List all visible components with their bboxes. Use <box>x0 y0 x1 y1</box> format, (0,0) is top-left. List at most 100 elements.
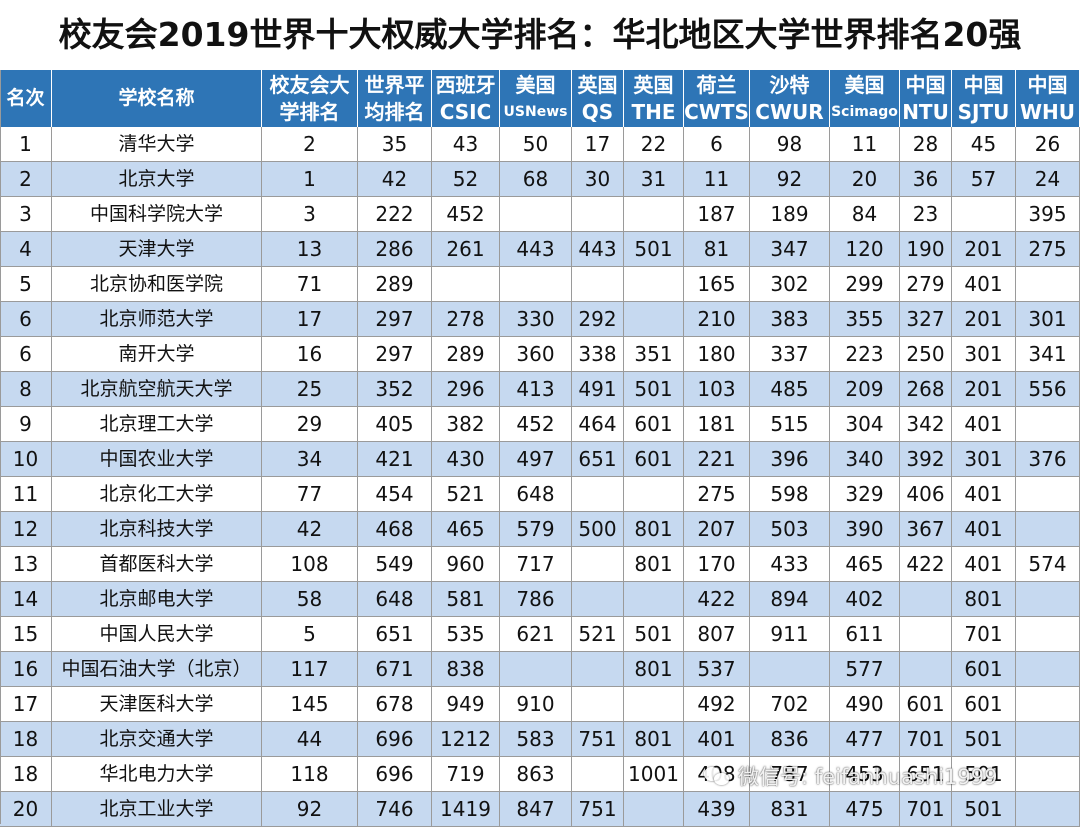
table-row: 5 北京协和医学院 71 289 165 302 299 279 401 <box>0 267 1080 302</box>
cell-csic: 838 <box>432 652 500 686</box>
cell-cuaa: 17 <box>262 302 358 336</box>
cell-whu <box>1016 687 1080 721</box>
cell-whu <box>1016 757 1080 791</box>
cell-csic: 719 <box>432 757 500 791</box>
cell-cuaa: 44 <box>262 722 358 756</box>
cell-qs <box>572 652 624 686</box>
cell-school: 北京邮电大学 <box>52 582 262 616</box>
cell-usnews: 443 <box>500 232 572 266</box>
cell-school: 北京化工大学 <box>52 477 262 511</box>
cell-cuaa: 108 <box>262 547 358 581</box>
cell-avg: 671 <box>358 652 432 686</box>
cell-ntu: 701 <box>900 792 952 826</box>
table-row: 12 北京科技大学 42 468 465 579 500 801 207 503 390 367 401 <box>0 512 1080 547</box>
cell-whu <box>1016 582 1080 616</box>
cell-the: 22 <box>624 127 684 161</box>
cell-cwts: 401 <box>684 722 750 756</box>
ranking-table: 名次 学校名称 校友会大 学排名 世界平 均排名 西班牙 CSIC 美国 USNews 英国 QS 英国… <box>0 70 1080 827</box>
cell-cuaa: 3 <box>262 197 358 231</box>
header-the-line2: THE <box>631 99 676 124</box>
cell-avg: 696 <box>358 722 432 756</box>
cell-cwur: 787 <box>750 757 830 791</box>
cell-cwur: 433 <box>750 547 830 581</box>
cell-qs <box>572 267 624 301</box>
header-ntu-line2: NTU <box>902 99 949 124</box>
cell-cuaa: 1 <box>262 162 358 196</box>
cell-the: 31 <box>624 162 684 196</box>
cell-ntu <box>900 652 952 686</box>
cell-ntu: 279 <box>900 267 952 301</box>
cell-avg: 405 <box>358 407 432 441</box>
cell-usnews: 648 <box>500 477 572 511</box>
cell-cwur: 383 <box>750 302 830 336</box>
header-cwur-line1: 沙特 <box>769 72 810 97</box>
cell-whu <box>1016 407 1080 441</box>
header-sjtu: 中国 SJTU <box>952 70 1016 127</box>
cell-rank: 3 <box>0 197 52 231</box>
cell-scimago: 223 <box>830 337 900 371</box>
cell-the <box>624 477 684 511</box>
cell-the: 601 <box>624 407 684 441</box>
cell-cwur: 831 <box>750 792 830 826</box>
cell-csic: 1212 <box>432 722 500 756</box>
cell-ntu: 342 <box>900 407 952 441</box>
cell-ntu: 392 <box>900 442 952 476</box>
cell-cwur: 911 <box>750 617 830 651</box>
cell-scimago: 340 <box>830 442 900 476</box>
table-row: 11 北京化工大学 77 454 521 648 275 598 329 406 401 <box>0 477 1080 512</box>
cell-ntu <box>900 582 952 616</box>
cell-usnews: 50 <box>500 127 572 161</box>
cell-whu <box>1016 722 1080 756</box>
wechat-watermark: 微信号: feifanhuashi1999 <box>704 758 998 794</box>
cell-usnews: 68 <box>500 162 572 196</box>
cell-cwts: 210 <box>684 302 750 336</box>
cell-sjtu: 201 <box>952 302 1016 336</box>
cell-the <box>624 792 684 826</box>
cell-cwts: 11 <box>684 162 750 196</box>
cell-ntu: 701 <box>900 722 952 756</box>
cell-the: 801 <box>624 652 684 686</box>
cell-rank: 10 <box>0 442 52 476</box>
cell-cwts: 207 <box>684 512 750 546</box>
cell-sjtu: 501 <box>952 722 1016 756</box>
cell-csic: 382 <box>432 407 500 441</box>
cell-sjtu: 401 <box>952 477 1016 511</box>
header-csic: 西班牙 CSIC <box>432 70 500 127</box>
cell-school: 中国石油大学（北京） <box>52 652 262 686</box>
cell-sjtu: 701 <box>952 617 1016 651</box>
cell-cuaa: 34 <box>262 442 358 476</box>
header-avg-line2: 均排名 <box>364 99 425 124</box>
cell-ntu: 422 <box>900 547 952 581</box>
cell-whu: 376 <box>1016 442 1080 476</box>
cell-avg: 297 <box>358 337 432 371</box>
cell-ntu: 23 <box>900 197 952 231</box>
cell-usnews <box>500 652 572 686</box>
cell-scimago: 477 <box>830 722 900 756</box>
cell-csic: 261 <box>432 232 500 266</box>
cell-cuaa: 117 <box>262 652 358 686</box>
cell-whu: 24 <box>1016 162 1080 196</box>
cell-avg: 549 <box>358 547 432 581</box>
cell-whu <box>1016 792 1080 826</box>
cell-whu: 556 <box>1016 372 1080 406</box>
cell-the: 1001 <box>624 757 684 791</box>
table-row: 9 北京理工大学 29 405 382 452 464 601 181 515 304 342 401 <box>0 407 1080 442</box>
cell-avg: 651 <box>358 617 432 651</box>
cell-cwur: 98 <box>750 127 830 161</box>
cell-cwur: 485 <box>750 372 830 406</box>
cell-qs: 443 <box>572 232 624 266</box>
cell-sjtu: 401 <box>952 267 1016 301</box>
cell-csic: 960 <box>432 547 500 581</box>
cell-cwts: 439 <box>684 792 750 826</box>
cell-qs <box>572 547 624 581</box>
cell-sjtu: 201 <box>952 372 1016 406</box>
cell-rank: 16 <box>0 652 52 686</box>
cell-qs <box>572 197 624 231</box>
cell-school: 中国农业大学 <box>52 442 262 476</box>
header-cwts-line1: 荷兰 <box>696 72 737 97</box>
cell-rank: 4 <box>0 232 52 266</box>
table-row: 6 北京师范大学 17 297 278 330 292 210 383 355 327 201 301 <box>0 302 1080 337</box>
cell-scimago: 329 <box>830 477 900 511</box>
cell-avg: 421 <box>358 442 432 476</box>
cell-qs <box>572 757 624 791</box>
